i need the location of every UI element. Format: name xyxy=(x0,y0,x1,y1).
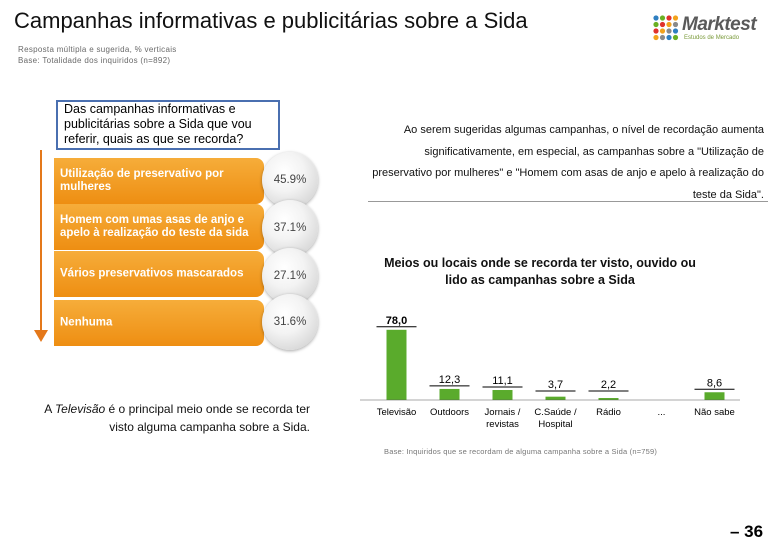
chart-category-label: ... xyxy=(658,407,666,418)
marktest-logo: Marktest Estudos de Mercado xyxy=(652,14,762,44)
logo-dot xyxy=(672,15,679,21)
campaign-label: Utilização de preservativo por mulheres xyxy=(60,168,224,193)
television-note: A Televisão é o principal meio onde se r… xyxy=(30,400,310,436)
chart-bar xyxy=(439,388,460,400)
chart-value-label: 3,7 xyxy=(548,379,563,391)
chart-category-label: revistas xyxy=(486,419,519,430)
campaign-percent: 37.1% xyxy=(273,222,307,234)
chart-bar xyxy=(386,329,407,400)
campaign-item: Nenhuma xyxy=(54,300,264,346)
chart-value-label: 11,1 xyxy=(492,375,513,387)
campaign-percent-bubble: 37.1% xyxy=(262,200,318,256)
question-box: Das campanhas informativas e publicitári… xyxy=(56,100,280,150)
tv-note-pre: A xyxy=(44,402,55,416)
logo-dot xyxy=(659,21,666,28)
logo-dot xyxy=(672,34,679,41)
chart-base-note: Base: Inquiridos que se recordam de algu… xyxy=(384,447,658,456)
logo-dot xyxy=(659,28,666,34)
logo-text: Marktest xyxy=(682,14,757,35)
tv-note-emphasis: Televisão xyxy=(54,402,106,416)
response-type-note: Resposta múltipla e sugerida, % verticai… xyxy=(18,45,177,54)
logo-dot xyxy=(672,28,679,34)
chart-category-label: Televisão xyxy=(377,407,417,418)
base-note: Base: Totalidade dos inquiridos (n=892) xyxy=(18,56,171,65)
chart-value-label: 78,0 xyxy=(386,315,407,327)
summary-text: Ao serem sugeridas algumas campanhas, o … xyxy=(372,124,764,201)
media-bar-chart: 78,0 Televisão 12,3 Outdoors 11,1 Jornais /re… xyxy=(360,315,740,430)
divider xyxy=(368,201,768,202)
logo-dot xyxy=(666,21,672,28)
campaign-label: Nenhuma xyxy=(60,316,113,329)
logo-dot xyxy=(672,21,679,28)
chart-bar xyxy=(704,392,725,400)
logo-dot xyxy=(666,34,672,41)
chart-category-label: Não sabe xyxy=(694,407,735,418)
campaign-label: Homem com umas asas de anjo e apelo à re… xyxy=(60,214,249,239)
chart-category-label: Outdoors xyxy=(430,407,469,418)
chart-category-label: Jornais / xyxy=(485,407,521,418)
page-number: – 36 xyxy=(730,522,764,541)
logo-dot xyxy=(666,28,672,34)
campaign-percent-bubble: 31.6% xyxy=(262,294,318,350)
logo-dot xyxy=(653,15,659,21)
logo-dots-icon xyxy=(653,15,679,41)
page-title: Campanhas informativas e publicitárias s… xyxy=(14,8,528,33)
ranking-arrow-line xyxy=(40,150,42,334)
logo-dot xyxy=(653,28,659,34)
chart-bar xyxy=(492,390,513,400)
chart-title: Meios ou locais onde se recorda ter vist… xyxy=(384,256,696,287)
chart-value-label: 12,3 xyxy=(439,374,460,386)
chart-bar xyxy=(545,396,566,400)
chart-value-label: 8,6 xyxy=(707,377,722,389)
campaign-item: Homem com umas asas de anjo e apelo à re… xyxy=(54,204,264,250)
tv-note-post: é o principal meio onde se recorda ter v… xyxy=(105,402,310,434)
logo-dot xyxy=(666,15,672,21)
chart-value-label: 2,2 xyxy=(601,379,616,391)
chart-bar xyxy=(598,398,619,400)
logo-dot xyxy=(659,34,666,41)
chart-category-label: C.Saúde / xyxy=(534,407,577,418)
campaign-percent: 31.6% xyxy=(273,316,307,328)
ranking-arrow-head-icon xyxy=(34,330,48,342)
logo-dot xyxy=(653,34,659,41)
chart-category-label: Hospital xyxy=(538,419,572,430)
campaign-percent: 45.9% xyxy=(273,174,307,186)
logo-subtext: Estudos de Mercado xyxy=(684,35,740,41)
campaign-percent-bubble: 45.9% xyxy=(262,152,318,208)
campaign-item: Vários preservativos mascarados xyxy=(54,251,264,297)
chart-category-label: Rádio xyxy=(596,407,621,418)
logo-dot xyxy=(659,15,666,21)
campaign-label: Vários preservativos mascarados xyxy=(60,267,244,280)
logo-dot xyxy=(653,21,659,28)
campaign-percent: 27.1% xyxy=(273,270,307,282)
campaign-item: Utilização de preservativo por mulheres xyxy=(54,158,264,204)
